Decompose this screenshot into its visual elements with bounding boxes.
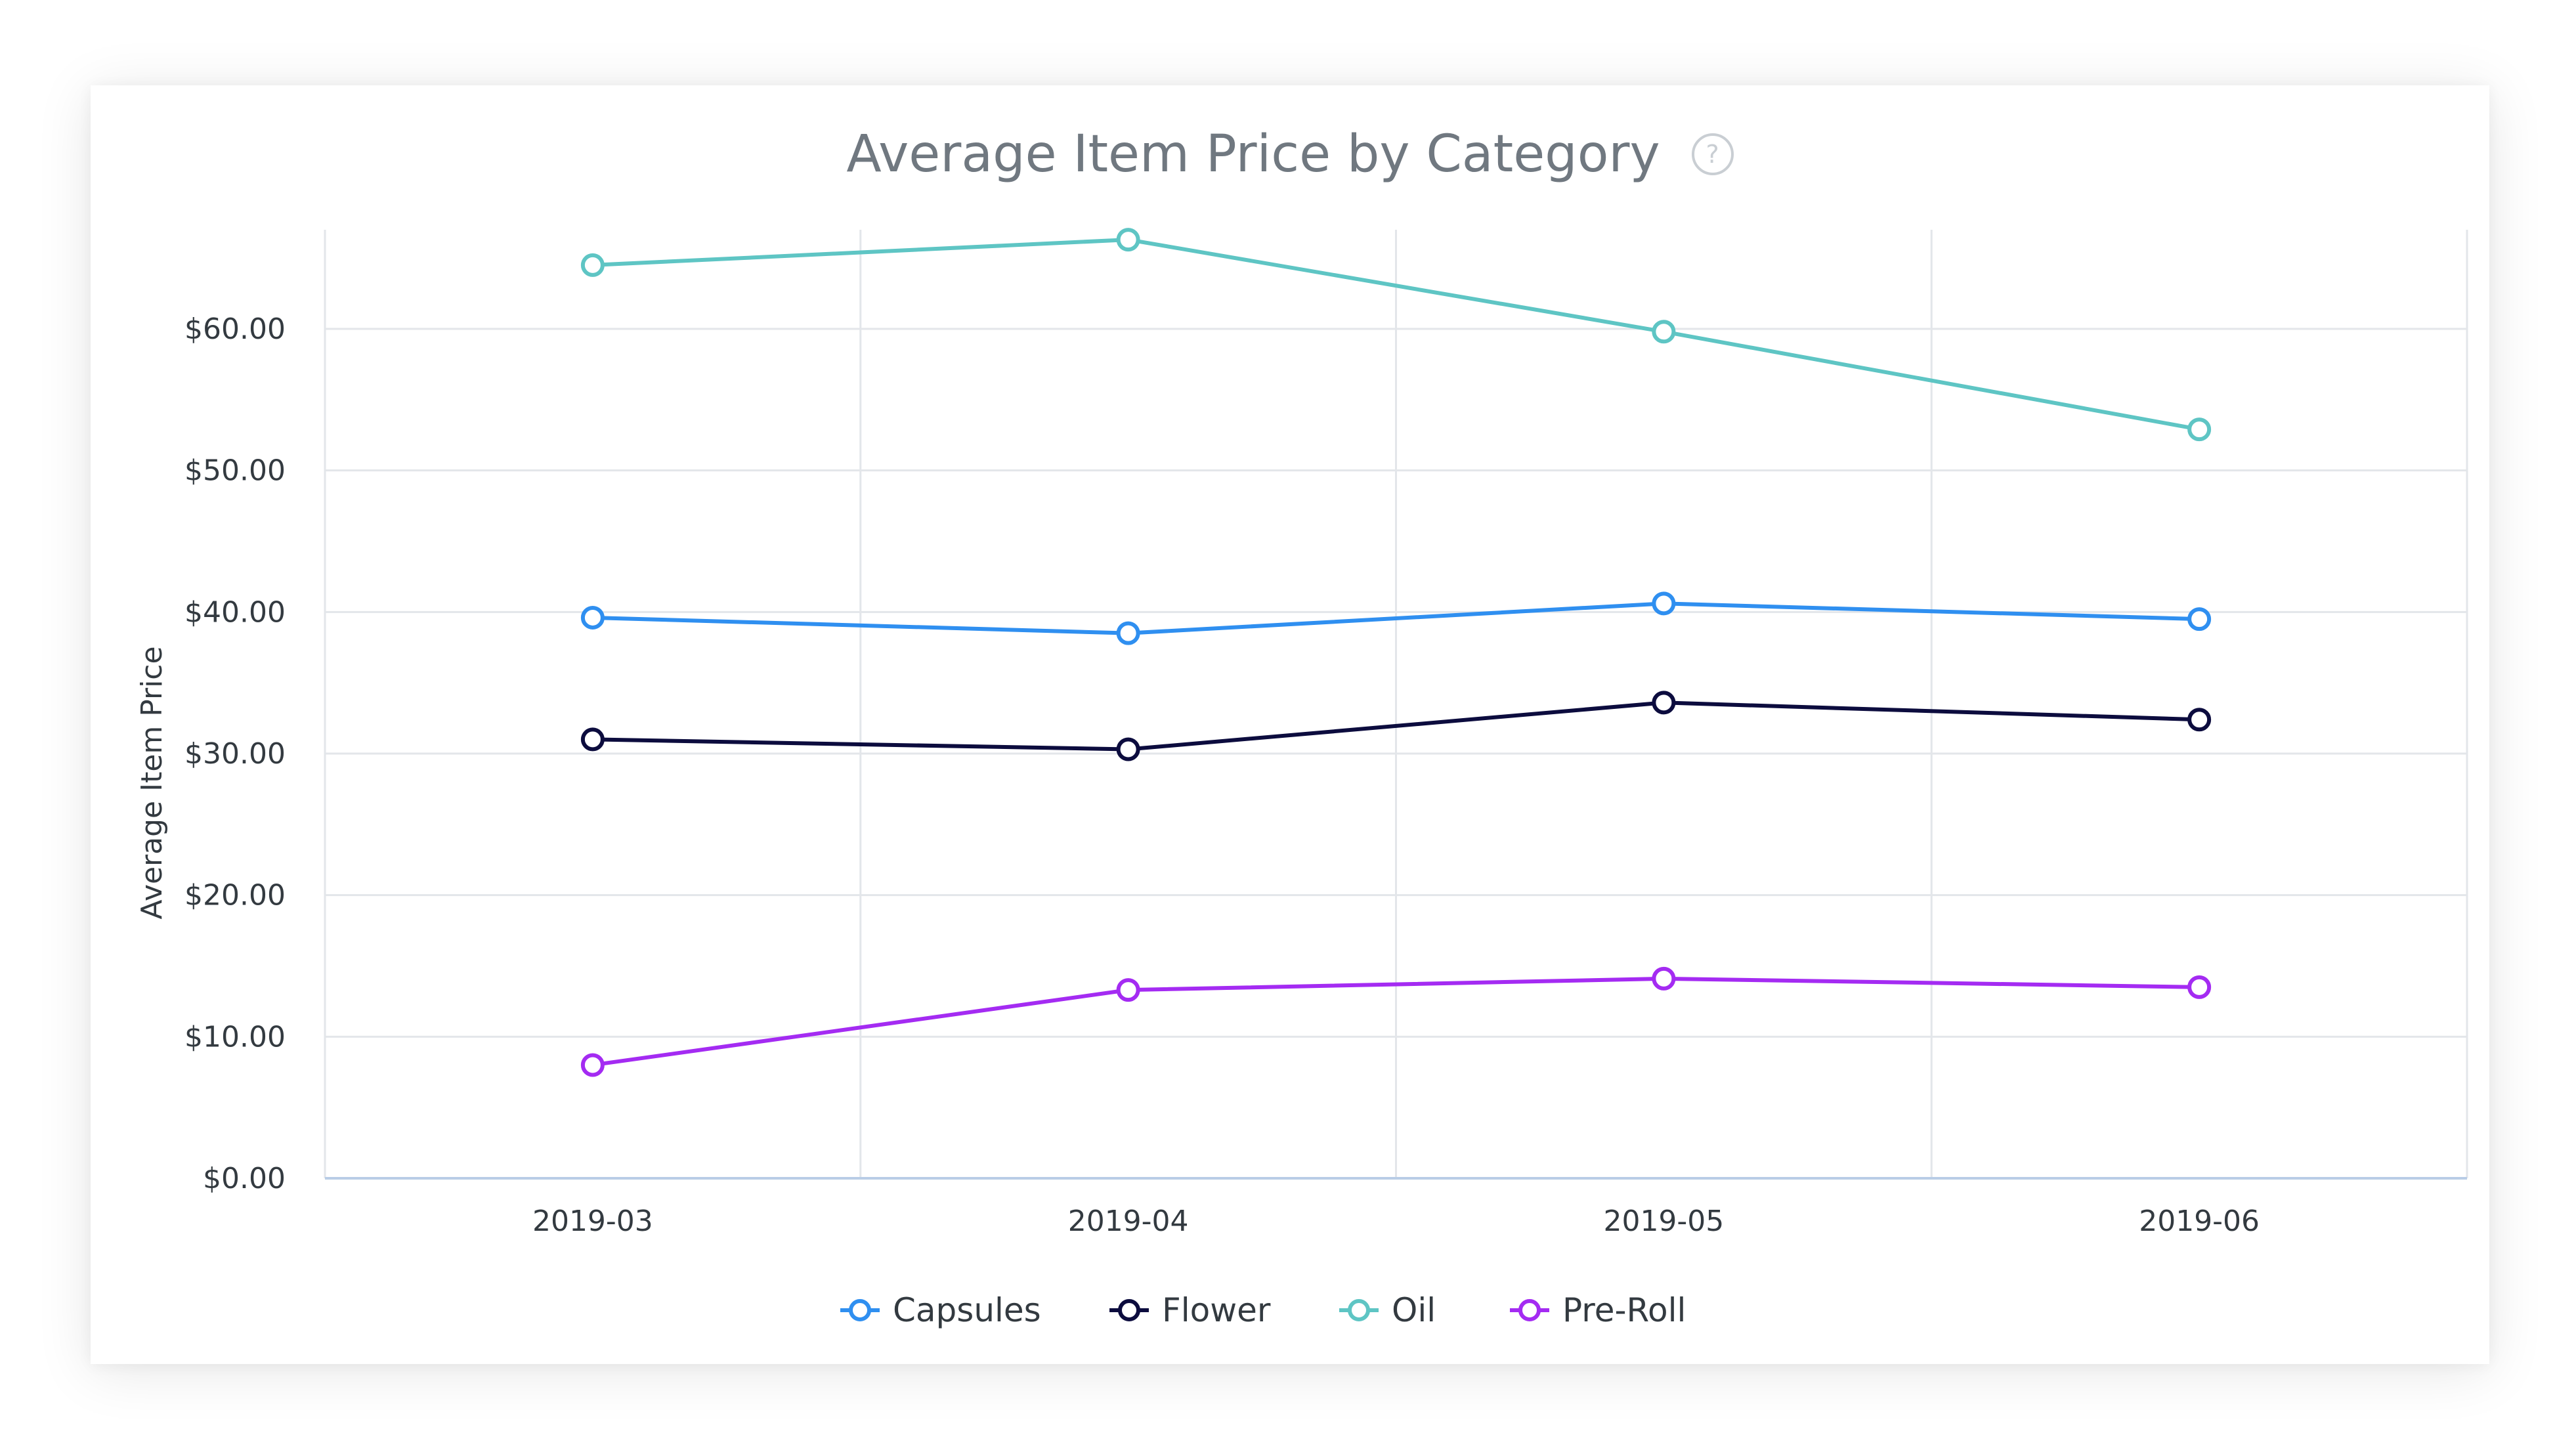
legend-marker-icon xyxy=(1518,1299,1541,1321)
data-point[interactable] xyxy=(1116,978,1140,1002)
data-point[interactable] xyxy=(1652,591,1676,616)
legend-item-capsules[interactable]: Capsules xyxy=(840,1291,1041,1329)
legend-marker-icon xyxy=(1118,1299,1140,1321)
x-tick-label: 2019-05 xyxy=(1603,1205,1724,1238)
series-lines xyxy=(592,238,2200,1067)
data-point[interactable] xyxy=(580,727,605,752)
grid-lines xyxy=(324,230,2468,1178)
legend-label: Flower xyxy=(1162,1291,1271,1329)
legend: Capsules Flower Oil Pre-Roll xyxy=(840,1291,1686,1329)
legend-label: Pre-Roll xyxy=(1562,1291,1686,1329)
chart-title: Average Item Price by Category xyxy=(846,125,1660,184)
chart-header: Average Item Price by Category ? xyxy=(91,112,2489,197)
y-tick-label: $30.00 xyxy=(184,737,286,771)
y-tick-label: $60.00 xyxy=(184,312,286,346)
y-tick-label: $50.00 xyxy=(184,454,286,488)
series-line-pre-roll[interactable] xyxy=(592,976,2200,1067)
data-point[interactable] xyxy=(2187,607,2212,631)
series-line-capsules[interactable] xyxy=(592,601,2200,635)
data-point[interactable] xyxy=(580,1053,605,1077)
data-point[interactable] xyxy=(2187,417,2212,442)
y-tick-label: $0.00 xyxy=(203,1162,286,1195)
legend-marker-icon xyxy=(849,1299,871,1321)
x-tick-label: 2019-06 xyxy=(2139,1205,2260,1238)
data-point[interactable] xyxy=(580,253,605,277)
y-tick-label: $10.00 xyxy=(184,1020,286,1054)
x-tick-label: 2019-03 xyxy=(532,1205,653,1238)
line-chart: $0.00 $10.00 $20.00 $30.00 $40.00 $50.00 $60.0… xyxy=(135,228,2468,1329)
legend-marker-icon xyxy=(1348,1299,1370,1321)
y-axis-title: Average Item Price xyxy=(135,646,169,919)
legend-label: Oil xyxy=(1392,1291,1436,1329)
chart-card: Average Item Price by Category ? $0.00 $1… xyxy=(91,85,2489,1364)
data-point[interactable] xyxy=(1652,320,1676,344)
data-point[interactable] xyxy=(1652,966,1676,991)
data-points xyxy=(580,228,2212,1077)
data-point[interactable] xyxy=(2187,975,2212,999)
series-line-flower[interactable] xyxy=(592,700,2200,752)
y-tick-label: $20.00 xyxy=(184,879,286,912)
y-tick-label: $40.00 xyxy=(184,595,286,629)
data-point[interactable] xyxy=(1116,737,1140,761)
data-point[interactable] xyxy=(1652,691,1676,715)
legend-item-flower[interactable]: Flower xyxy=(1109,1291,1271,1329)
data-point[interactable] xyxy=(580,605,605,630)
axes: $0.00 $10.00 $20.00 $30.00 $40.00 $50.00 $60.0… xyxy=(135,312,2467,1238)
legend-item-pre-roll[interactable]: Pre-Roll xyxy=(1510,1291,1686,1329)
data-point[interactable] xyxy=(1116,228,1140,252)
question-circle-icon[interactable]: ? xyxy=(1691,133,1734,175)
legend-label: Capsules xyxy=(893,1291,1041,1329)
data-point[interactable] xyxy=(2187,708,2212,732)
series-line-oil[interactable] xyxy=(592,238,2200,432)
data-point[interactable] xyxy=(1116,621,1140,645)
x-tick-label: 2019-04 xyxy=(1068,1205,1189,1238)
legend-item-oil[interactable]: Oil xyxy=(1339,1291,1436,1329)
